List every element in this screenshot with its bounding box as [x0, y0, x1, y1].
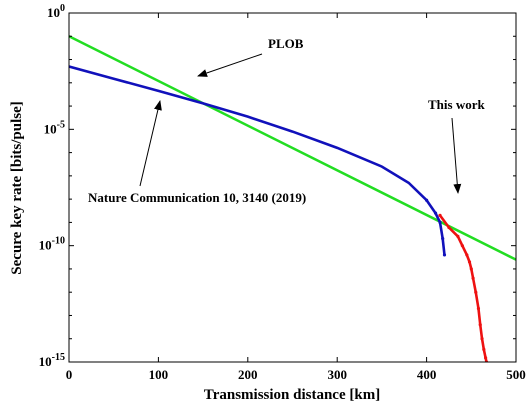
x-tick-label: 500 [506, 367, 526, 382]
x-tick-label: 0 [66, 367, 73, 382]
x-tick-label: 100 [149, 367, 169, 382]
series-point-this-work [484, 356, 488, 360]
series-point-this-work [474, 290, 478, 294]
annotations: PLOB This work Nature Communication 10, 31… [88, 36, 485, 205]
series-point-this-work [482, 347, 486, 351]
y-tick-label: 10-10 [39, 236, 65, 253]
y-axis-label: Secure key rate [bits/pulse] [9, 101, 25, 274]
series-point-this-work [456, 234, 460, 239]
series-point-nature-communication-10-3140-2019 [441, 237, 445, 241]
series-point-nature-communication-10-3140-2019 [442, 253, 447, 257]
plot-area [68, 12, 517, 363]
series-point-this-work [478, 323, 482, 327]
series-point-nature-communication-10-3140-2019 [438, 220, 442, 224]
x-tick-labels: 0 100 200 300 400 500 [66, 367, 526, 382]
annotation-plob: PLOB [268, 36, 304, 51]
series-line-nature-communication-10-3140-2019 [69, 65, 446, 256]
annotation-arrow-nature-communication-10-3140-2019 [139, 100, 162, 187]
y-tick-label: 100 [47, 3, 65, 20]
x-axis-label: Transmission distance [km] [204, 387, 380, 403]
x-tick-label: 400 [417, 367, 437, 382]
annotation-arrow-this-work [451, 117, 462, 194]
y-tick-labels: 100 10-5 10-10 10-15 [39, 3, 65, 369]
x-tick-label: 200 [238, 367, 258, 382]
annotation-this-work: This work [428, 97, 485, 112]
y-tick-label: 10-5 [44, 119, 65, 136]
series-point-this-work [471, 276, 475, 280]
annotation-nature-communication-10-3140-2019: Nature Communication 10, 3140 (2019) [88, 190, 306, 205]
series-point-this-work [447, 225, 451, 230]
y-tick-label: 10-15 [39, 352, 65, 369]
series-point-this-work [476, 306, 481, 311]
series-point-this-work [465, 253, 469, 257]
series-line-this-work [438, 214, 488, 362]
axes-frame [68, 12, 517, 363]
series-point-this-work [469, 267, 473, 271]
series-point-this-work [438, 213, 442, 217]
series-point-this-work [467, 260, 472, 264]
series-point-this-work [480, 337, 484, 341]
series-point-nature-communication-10-3140-2019 [433, 211, 438, 215]
series-point-this-work [460, 244, 464, 248]
series-point-nature-communication-10-3140-2019 [425, 198, 429, 202]
annotation-arrow-plob [197, 53, 263, 77]
x-tick-label: 300 [327, 367, 347, 382]
